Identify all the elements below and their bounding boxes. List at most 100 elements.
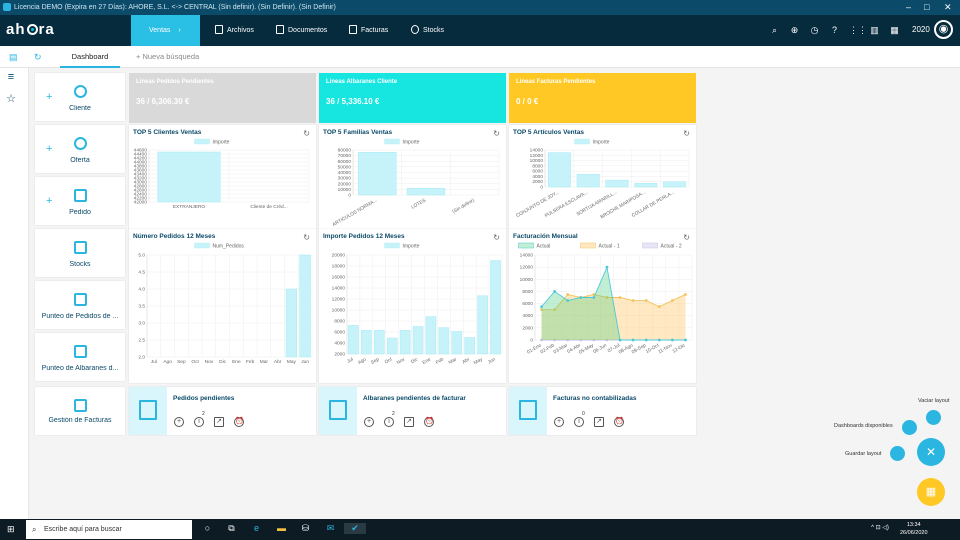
minimize-button[interactable]: – — [906, 2, 912, 12]
system-tray-icons[interactable]: ^ ⊡ ◁) — [871, 525, 889, 531]
bar[interactable] — [399, 330, 411, 355]
alarm-icon[interactable]: ⏰ — [614, 417, 624, 427]
bar[interactable] — [438, 327, 450, 355]
bar[interactable] — [348, 325, 359, 355]
ahora-logo[interactable]: ah ra — [6, 21, 55, 38]
data-point[interactable] — [592, 296, 596, 299]
quick-action-gestion-facturas[interactable]: Gestión de Facturas — [35, 387, 125, 435]
stat-pedidos-pendientes[interactable]: Lineas Pedidos Pendientes 36 / 6,306.30 € — [129, 73, 316, 123]
cortana-icon[interactable]: ○ — [204, 523, 211, 533]
tab-dashboard[interactable]: Dashboard — [60, 46, 120, 68]
data-point[interactable] — [566, 338, 570, 342]
year-selector[interactable]: 2020 — [912, 25, 930, 34]
tab-new-search[interactable]: + Nueva búsqueda — [136, 52, 200, 61]
data-point[interactable] — [605, 265, 609, 269]
quick-action-oferta[interactable]: + Oferta — [35, 125, 125, 173]
quick-action-pedido[interactable]: + Pedido — [35, 177, 125, 225]
data-point[interactable] — [644, 299, 648, 302]
data-point[interactable] — [618, 338, 622, 342]
refresh-icon[interactable]: ↻ — [303, 129, 310, 138]
menu-icon[interactable]: ≡ — [7, 71, 15, 83]
quick-action-punteo-pedidos[interactable]: Punteo de Pedidos de ... — [35, 281, 125, 329]
refresh-icon[interactable]: ↻ — [303, 233, 310, 242]
edge-icon[interactable]: e — [253, 523, 259, 533]
close-button[interactable]: ✕ — [944, 2, 952, 12]
bar[interactable] — [361, 330, 372, 355]
open-external-icon[interactable]: ↗ — [214, 417, 224, 427]
stat-facturas-pendientes[interactable]: Lineas Facturas Pendientes 0 / 0 € — [509, 73, 696, 123]
maximize-button[interactable]: □ — [924, 2, 930, 12]
bar[interactable] — [386, 337, 398, 355]
data-point[interactable] — [553, 338, 557, 342]
add-icon[interactable]: + — [364, 417, 374, 427]
refresh-icon[interactable]: ↻ — [493, 233, 500, 242]
mail-icon[interactable]: ✉ — [326, 523, 335, 533]
info-icon[interactable]: i — [384, 417, 394, 427]
data-point[interactable] — [618, 296, 622, 299]
nav-tab-documentos[interactable]: Documentos — [276, 15, 327, 46]
task-view-icon[interactable]: ⧉ — [228, 523, 235, 533]
alarm-icon[interactable]: ⏰ — [234, 417, 244, 427]
data-point[interactable] — [540, 308, 543, 312]
bar[interactable] — [412, 326, 424, 355]
widget-facturas-no-contabilizadas[interactable]: Facturas no contabilizadas + i 0 ↗ ⏰ — [509, 387, 696, 435]
data-point[interactable] — [631, 299, 635, 302]
open-external-icon[interactable]: ↗ — [594, 417, 604, 427]
grid-layout-icon[interactable]: ▤ — [9, 52, 18, 62]
data-point[interactable] — [684, 338, 687, 342]
data-point[interactable] — [644, 338, 648, 342]
widget-albaranes-pendientes[interactable]: Albaranes pendientes de facturar + i 2 ↗… — [319, 387, 506, 435]
data-point[interactable] — [670, 338, 674, 342]
quick-action-stocks[interactable]: Stocks — [35, 229, 125, 277]
bar[interactable] — [490, 260, 501, 355]
bar[interactable] — [299, 254, 311, 358]
clock[interactable]: 13:34 26/06/2020 — [900, 522, 928, 536]
refresh-icon[interactable]: ↻ — [34, 52, 42, 62]
user-avatar[interactable]: ◉ — [934, 20, 953, 39]
refresh-icon[interactable]: ↻ — [683, 233, 690, 242]
data-point[interactable] — [657, 305, 661, 309]
trash-icon[interactable] — [926, 410, 941, 425]
data-point[interactable] — [579, 296, 583, 299]
quick-action-cliente[interactable]: + Cliente — [35, 73, 125, 121]
taskbar-search[interactable]: ⌕ Escribe aquí para buscar — [26, 520, 192, 539]
bar[interactable] — [464, 337, 475, 355]
apps-grid-icon[interactable]: ⋮⋮ — [849, 25, 867, 35]
bar[interactable] — [547, 152, 571, 188]
data-point[interactable] — [540, 305, 543, 309]
windows-start-icon[interactable]: ⊞ — [7, 524, 15, 534]
open-external-icon[interactable]: ↗ — [404, 417, 414, 427]
stat-albaranes-cliente[interactable]: Lineas Albaranes Cliente 36 / 5,336.10 € — [319, 73, 506, 123]
data-point[interactable] — [631, 338, 635, 342]
bar[interactable] — [576, 174, 600, 188]
add-icon[interactable]: ⊕ — [790, 25, 799, 35]
data-point[interactable] — [553, 308, 557, 312]
quick-action-punteo-albaranes[interactable]: Punteo de Albaranes d... — [35, 333, 125, 381]
nav-tab-ventas[interactable]: Ventas › — [131, 15, 200, 46]
info-icon[interactable]: i — [194, 417, 204, 427]
widget-pedidos-pendientes[interactable]: Pedidos pendientes + i 2 ↗ ⏰ — [129, 387, 316, 435]
data-point[interactable] — [670, 299, 674, 302]
data-point[interactable] — [657, 338, 661, 342]
save-icon[interactable] — [890, 446, 905, 461]
data-point[interactable] — [540, 338, 543, 342]
bar[interactable] — [451, 331, 463, 355]
store-icon[interactable]: ⛁ — [301, 523, 310, 533]
dashboards-icon[interactable] — [902, 420, 917, 435]
bar[interactable] — [406, 188, 446, 196]
data-point[interactable] — [605, 338, 609, 342]
nav-tab-stocks[interactable]: Stocks — [411, 15, 444, 46]
warehouse-icon[interactable]: ▦ — [890, 25, 899, 35]
data-point[interactable] — [566, 293, 570, 296]
info-icon[interactable]: i — [574, 417, 584, 427]
bar[interactable] — [358, 152, 397, 196]
data-point[interactable] — [553, 290, 557, 293]
bar[interactable] — [425, 316, 437, 355]
star-icon[interactable]: ☆ — [6, 93, 16, 105]
plus-icon[interactable]: + — [46, 195, 53, 207]
search-doc-icon[interactable]: ⌕ — [771, 25, 778, 35]
bar[interactable] — [477, 295, 488, 355]
nav-tab-archivos[interactable]: Archivos — [215, 15, 254, 46]
ahora-taskbar-icon[interactable]: ✔ — [344, 523, 366, 534]
building-icon[interactable]: ▥ — [870, 25, 879, 35]
